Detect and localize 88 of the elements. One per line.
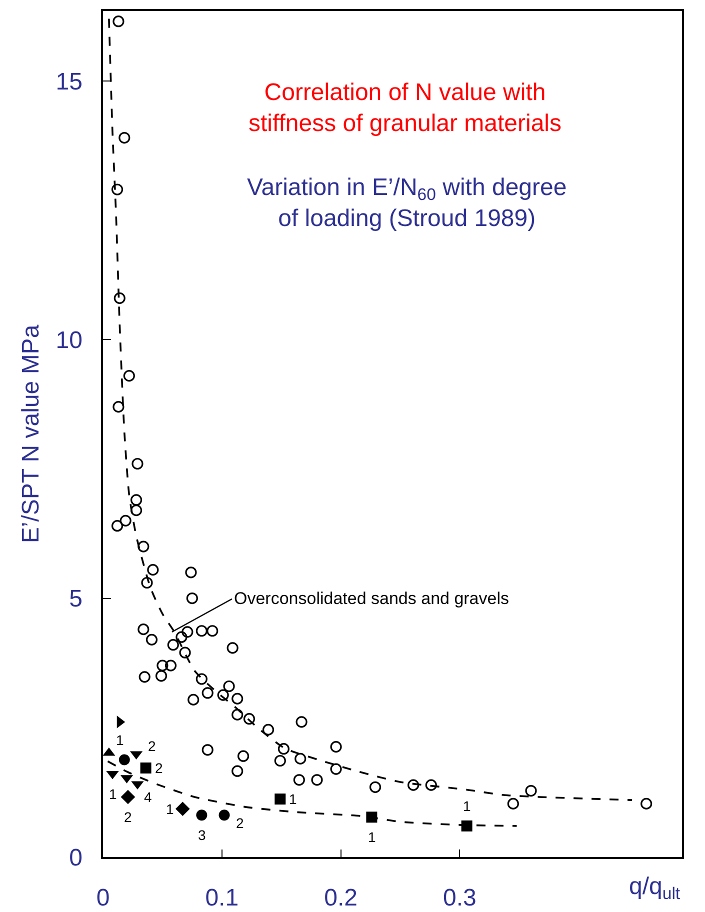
point xyxy=(226,642,238,654)
point xyxy=(123,370,135,382)
y-tick-label: 15 xyxy=(56,68,82,96)
point xyxy=(232,765,244,777)
annotation: 2 xyxy=(155,760,163,776)
annotation: 3 xyxy=(198,827,206,843)
point xyxy=(140,762,152,774)
point xyxy=(182,626,194,638)
point xyxy=(217,689,229,701)
annotation: 4 xyxy=(144,789,152,805)
point xyxy=(141,576,153,589)
point xyxy=(202,687,214,699)
point xyxy=(120,790,136,804)
point xyxy=(146,634,158,646)
text: Variation in E’/N$_{60}$ with degree of loading (Stroud 1989) xyxy=(247,174,567,232)
point xyxy=(167,639,179,651)
point xyxy=(111,184,124,196)
point xyxy=(156,660,168,672)
point xyxy=(202,744,214,756)
point xyxy=(461,820,472,832)
annotation: 1 xyxy=(116,732,124,748)
point xyxy=(118,754,130,766)
x-tick-label: 0 xyxy=(96,884,110,912)
point xyxy=(130,494,142,506)
point xyxy=(274,794,286,805)
annotation: 1 xyxy=(289,791,297,807)
point xyxy=(164,660,177,672)
y-tick-label: 0 xyxy=(69,844,82,872)
annotation: Overconsolidated sands and gravels xyxy=(234,589,509,608)
point xyxy=(330,763,342,775)
point xyxy=(369,781,382,793)
point xyxy=(278,743,290,755)
annotation: 1 xyxy=(368,829,376,845)
point xyxy=(147,564,159,576)
point xyxy=(130,504,142,516)
point xyxy=(196,673,208,685)
point xyxy=(112,16,124,28)
point xyxy=(120,514,132,526)
point xyxy=(311,774,323,786)
point xyxy=(425,779,437,791)
text: Correlation of N value with stiffness of granular materials xyxy=(248,79,562,138)
point xyxy=(218,810,230,821)
point xyxy=(138,671,150,683)
point xyxy=(232,708,244,721)
point xyxy=(237,750,250,762)
annotation: 1 xyxy=(463,798,471,814)
annotation: 2 xyxy=(148,738,156,754)
point xyxy=(196,810,208,821)
point xyxy=(186,592,198,604)
y-tick-label: 5 xyxy=(69,586,82,613)
point xyxy=(196,625,208,637)
point xyxy=(223,680,235,692)
point xyxy=(114,292,126,304)
point xyxy=(507,798,519,810)
y-tick-label: 10 xyxy=(56,326,82,354)
point xyxy=(176,631,188,643)
point xyxy=(294,752,306,764)
annotation: 2 xyxy=(236,815,244,831)
point xyxy=(296,716,308,728)
x-axis-title: q/q$_{ult}$ xyxy=(629,873,680,904)
point xyxy=(408,779,420,791)
x-tick-label: 0.2 xyxy=(324,884,358,912)
annotation: 2 xyxy=(124,809,132,825)
point xyxy=(112,401,124,413)
point xyxy=(132,458,144,470)
point xyxy=(179,646,191,658)
point xyxy=(262,724,274,736)
point xyxy=(293,774,305,786)
annotation: 1 xyxy=(166,801,174,817)
point xyxy=(243,713,256,725)
annotation: 1 xyxy=(109,786,117,802)
point xyxy=(155,670,168,682)
point xyxy=(138,624,150,636)
y-axis-title: E’/SPT N value MPa xyxy=(17,324,44,544)
point xyxy=(640,798,652,810)
point xyxy=(330,740,342,753)
point xyxy=(176,802,190,816)
point xyxy=(232,692,244,704)
point xyxy=(206,625,218,637)
point xyxy=(185,566,197,578)
point xyxy=(138,540,150,552)
point xyxy=(525,784,537,797)
point xyxy=(188,694,200,706)
x-tick-label: 0.1 xyxy=(205,884,239,912)
point xyxy=(111,520,124,532)
x-tick-label: 0.3 xyxy=(442,884,476,912)
point xyxy=(274,754,286,767)
point xyxy=(118,132,130,144)
